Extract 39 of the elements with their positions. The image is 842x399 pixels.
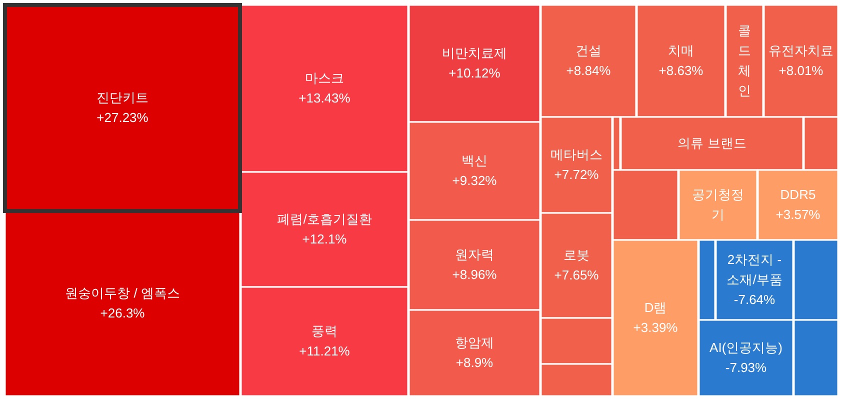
- data-label: +10.12%: [448, 66, 501, 80]
- category-label: 원숭이두창 / 엠폭스: [65, 286, 180, 300]
- category-label: AI(인공지능): [710, 340, 782, 355]
- data-label: +26.3%: [100, 306, 146, 320]
- data-label: +8.01%: [778, 63, 824, 78]
- data-label: -7.64%: [734, 292, 776, 307]
- data-label: +11.21%: [299, 344, 350, 358]
- category-label: 2차전지 - 소재/부품: [726, 252, 782, 287]
- category-label: 로봇: [564, 248, 590, 262]
- category-label: 마스크: [305, 70, 344, 86]
- category-label: 진단키트: [96, 90, 148, 105]
- category-label: 공기청정기: [692, 187, 744, 222]
- data-label: +3.57%: [776, 207, 821, 222]
- category-label: 의류 브랜드: [678, 136, 746, 150]
- data-label: +8.84%: [566, 63, 612, 78]
- category-label: D램: [644, 300, 667, 315]
- data-label: +7.65%: [554, 268, 600, 282]
- category-label: DDR5: [780, 187, 816, 202]
- data-label: +8.96%: [452, 267, 498, 282]
- category-label: 백신: [462, 153, 488, 168]
- category-label: 건설: [576, 43, 602, 58]
- data-label: +13.43%: [298, 90, 351, 106]
- category-label: 치매: [668, 43, 694, 58]
- category-label: 폐렴/호흡기질환: [277, 212, 372, 226]
- category-label: 비만치료제: [442, 46, 507, 60]
- category-label: 메타버스: [550, 147, 602, 162]
- category-label: 원자력: [455, 247, 494, 262]
- data-label: +3.39%: [633, 320, 678, 335]
- data-label: +9.32%: [452, 173, 498, 188]
- data-label: -7.93%: [725, 360, 768, 375]
- data-label: +7.72%: [554, 167, 600, 182]
- category-label: 유전자치료: [768, 43, 834, 58]
- data-label: +12.1%: [302, 232, 348, 246]
- data-label: +8.9%: [456, 355, 494, 370]
- category-label: 콜드체인: [738, 23, 751, 98]
- data-label: +27.23%: [96, 110, 149, 125]
- category-label: 풍력: [312, 324, 338, 338]
- data-label: +8.63%: [658, 63, 704, 78]
- category-label: 항암제: [455, 335, 494, 350]
